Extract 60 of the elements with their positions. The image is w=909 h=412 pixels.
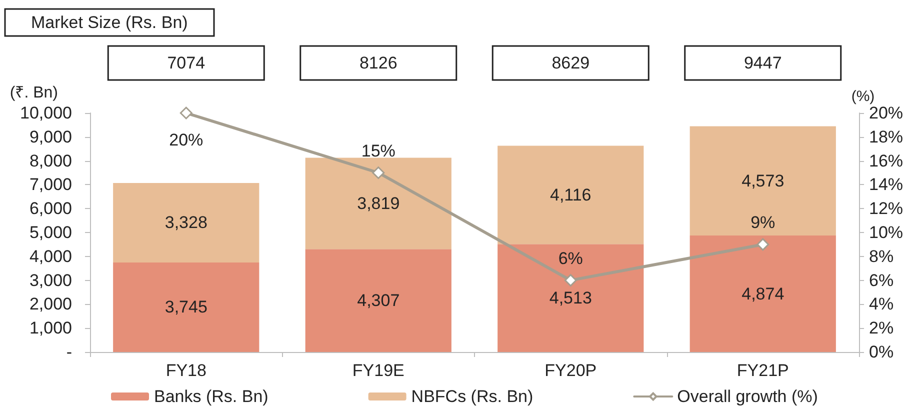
data-label: 15% xyxy=(361,142,396,160)
bar xyxy=(690,126,836,236)
x-tick-label: FY18 xyxy=(166,361,206,380)
y2-tick-label: 6% xyxy=(869,270,894,290)
x-tick-label: FY19E xyxy=(352,361,404,380)
y-tick-label: 5,000 xyxy=(29,223,72,242)
data-label: 9% xyxy=(750,213,776,232)
legend-label: Banks (Rs. Bn) xyxy=(154,387,268,406)
x-tick-label: FY20P xyxy=(544,361,597,380)
data-label: 3,745 xyxy=(164,298,208,317)
bar xyxy=(498,146,644,244)
y2-tick-label: 2% xyxy=(869,318,894,338)
y-tick-label: 1,000 xyxy=(29,318,72,338)
y-tick-label: 4,000 xyxy=(29,246,72,266)
bar xyxy=(113,262,260,352)
y2-tick-label: 10% xyxy=(869,223,904,242)
y-tick-label: 3,000 xyxy=(29,270,72,290)
data-label: 4,307 xyxy=(357,291,400,310)
data-label: 3,819 xyxy=(357,194,400,213)
y-tick-label: 8,000 xyxy=(29,151,72,170)
text: 9447 xyxy=(744,54,782,72)
text: 8629 xyxy=(552,54,590,72)
bar xyxy=(305,249,452,352)
y2-tick-label: 8% xyxy=(869,246,894,266)
y2-tick-label: 14% xyxy=(869,175,904,194)
chart-title: Market Size (Rs. Bn) xyxy=(31,13,188,32)
data-label: 4,573 xyxy=(742,171,784,190)
y2-tick-label: 4% xyxy=(869,294,894,314)
text: 8126 xyxy=(359,54,398,72)
text: 7074 xyxy=(167,54,206,72)
bar xyxy=(498,244,644,352)
data-label: 20% xyxy=(169,130,204,150)
y-tick-label: 9,000 xyxy=(29,127,72,146)
x-tick-label: FY21P xyxy=(736,361,789,380)
y2-tick-label: 12% xyxy=(869,199,904,218)
data-label: 3,328 xyxy=(164,213,208,232)
bar xyxy=(690,236,836,352)
y2-tick-label: 16% xyxy=(869,151,904,170)
bar xyxy=(305,158,452,250)
point xyxy=(180,106,192,120)
y-tick-label: 6,000 xyxy=(29,199,72,218)
legend-label: NBFCs (Rs. Bn) xyxy=(411,387,534,406)
y-axis-title: (₹. Bn) xyxy=(10,84,58,102)
y-tick-label: - xyxy=(66,342,72,362)
y2-tick-label: 18% xyxy=(869,127,904,146)
y2-axis-title: (%) xyxy=(851,88,875,105)
y-tick-label: 2,000 xyxy=(29,294,72,314)
data-label: 6% xyxy=(558,249,583,268)
data-label: 4,513 xyxy=(549,288,592,308)
legend-label: Overall growth (%) xyxy=(677,387,818,406)
data-label: 4,116 xyxy=(550,185,592,204)
point xyxy=(372,166,385,179)
y-tick-label: 7,000 xyxy=(29,175,72,194)
y-tick-label: 10,000 xyxy=(20,104,72,122)
y2-tick-label: 0% xyxy=(869,342,894,362)
point xyxy=(564,274,577,287)
y2-tick-label: 20% xyxy=(869,104,904,122)
bar xyxy=(113,182,260,262)
point xyxy=(756,238,770,251)
data-label: 4,874 xyxy=(742,284,784,304)
